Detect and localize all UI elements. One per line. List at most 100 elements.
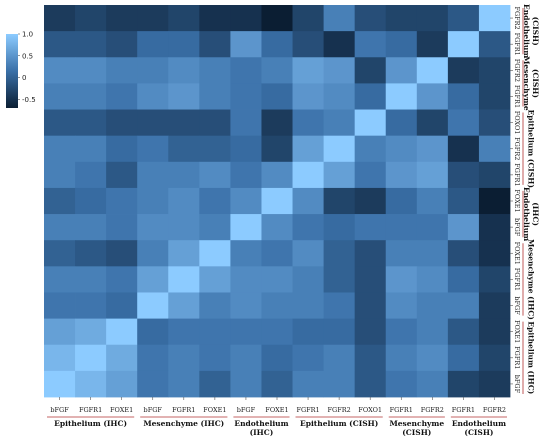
heatmap-cell: [230, 292, 262, 319]
heatmap-cell: [230, 318, 262, 346]
heatmap-cell: [292, 5, 324, 32]
heatmap-cell: [261, 109, 293, 137]
heatmap-cell: [137, 370, 169, 398]
y-group-label: (CISH): [531, 17, 540, 46]
heatmap-cell: [230, 31, 262, 58]
x-tick-label: FGFR1: [79, 406, 102, 414]
heatmap-cell: [385, 370, 418, 398]
heatmap-cell: [44, 161, 76, 189]
heatmap-cell: [323, 292, 356, 319]
heatmap-cell: [323, 318, 356, 346]
heatmap-cell: [75, 83, 107, 110]
heatmap-cell: [292, 83, 324, 110]
heatmap-cell: [44, 292, 76, 319]
x-group-label: (CISH): [402, 428, 431, 437]
heatmap-cells: [44, 5, 511, 398]
x-group-label: Endothelium: [452, 419, 506, 428]
heatmap-cell: [199, 266, 231, 293]
heatmap-cell: [385, 214, 418, 241]
heatmap-cell: [447, 344, 480, 372]
heatmap-cell: [323, 240, 356, 267]
heatmap-cell: [137, 31, 169, 58]
heatmap-cell: [44, 135, 76, 163]
heatmap-cell: [106, 83, 138, 110]
heatmap-cell: [168, 266, 200, 293]
heatmap-cell: [447, 214, 480, 241]
heatmap-cell: [323, 187, 356, 215]
x-tick-label: FGFR2: [328, 406, 351, 414]
x-tick-label: FGFR2: [421, 406, 444, 414]
y-tick-label: FOXE1: [513, 320, 521, 343]
heatmap-cell: [199, 318, 231, 346]
heatmap-cell: [106, 187, 138, 215]
heatmap-cell: [137, 292, 169, 319]
heatmap-cell: [354, 266, 387, 293]
x-tick-labels: bFGF FGFR1 FOXE1 bFGF FGFR1 FOXE1 bFGF FOXE1 FGF…: [47, 397, 507, 437]
heatmap-cell: [137, 135, 169, 163]
x-tick-label: FGFR1: [452, 406, 475, 414]
x-group-label: Epithelium (IHC): [54, 419, 127, 428]
heatmap-cell: [75, 240, 107, 267]
heatmap-cell: [323, 57, 356, 84]
heatmap-cell: [168, 5, 200, 32]
heatmap-cell: [261, 161, 293, 189]
heatmap-cell: [292, 266, 324, 293]
heatmap-cell: [261, 344, 293, 372]
heatmap-cell: [137, 57, 169, 84]
heatmap-cell: [106, 370, 138, 398]
y-tick-label: FGFR1: [513, 33, 521, 56]
colorbar-tick-label: 1.0: [22, 31, 33, 39]
heatmap-cell: [478, 31, 511, 58]
heatmap-cell: [199, 214, 231, 241]
heatmap-cell: [137, 266, 169, 293]
y-tick-labels: FGFR2 FGFR1 FGFR2 FGFR1 FOXO1 FGFR2 FGFR1 FOXE1…: [510, 4, 540, 394]
heatmap-cell: [137, 161, 169, 189]
heatmap-cell: [292, 240, 324, 267]
colorbar-tick-label: 0: [22, 74, 26, 82]
heatmap-cell: [292, 292, 324, 319]
heatmap-cell: [447, 187, 480, 215]
heatmap-cell: [230, 5, 262, 32]
heatmap-cell: [478, 344, 511, 372]
heatmap-cell: [292, 344, 324, 372]
heatmap-cell: [447, 5, 480, 32]
x-tick-label: FOXE1: [265, 406, 288, 414]
heatmap-cell: [416, 135, 449, 163]
x-group-label: Mesenchyme (IHC): [143, 419, 224, 428]
heatmap-cell: [323, 5, 356, 32]
y-tick-label: FGFR2: [513, 137, 521, 160]
heatmap-cell: [106, 214, 138, 241]
x-tick-label: FOXE1: [203, 406, 226, 414]
heatmap-cell: [447, 370, 480, 398]
heatmap-cell: [168, 109, 200, 137]
y-group-label: Epithelium (IHC): [527, 321, 536, 394]
heatmap-cell: [44, 83, 76, 110]
heatmap-cell: [385, 161, 418, 189]
heatmap-cell: [44, 31, 76, 58]
heatmap-cell: [292, 370, 324, 398]
heatmap-cell: [230, 57, 262, 84]
y-tick-label: FGFR1: [513, 163, 521, 186]
heatmap-cell: [416, 318, 449, 346]
heatmap-cell: [416, 292, 449, 319]
x-group-label: (CISH): [464, 428, 493, 437]
colorbar-gradient: [6, 34, 18, 108]
heatmap-cell: [230, 161, 262, 189]
heatmap-cell: [44, 266, 76, 293]
heatmap-cell: [44, 187, 76, 215]
y-tick-label: bFGF: [513, 296, 521, 315]
heatmap-cell: [416, 109, 449, 137]
heatmap-cell: [137, 5, 169, 32]
heatmap-cell: [447, 266, 480, 293]
heatmap-cell: [354, 370, 387, 398]
heatmap-cell: [230, 214, 262, 241]
heatmap-cell: [168, 187, 200, 215]
heatmap-cell: [261, 318, 293, 346]
heatmap-cell: [385, 5, 418, 32]
y-tick-label: FGFR2: [513, 59, 521, 82]
y-group-label: Mesenchyme (IHC): [527, 239, 536, 320]
heatmap-cell: [106, 31, 138, 58]
heatmap-cell: [75, 57, 107, 84]
heatmap-cell: [354, 135, 387, 163]
heatmap-cell: [323, 161, 356, 189]
